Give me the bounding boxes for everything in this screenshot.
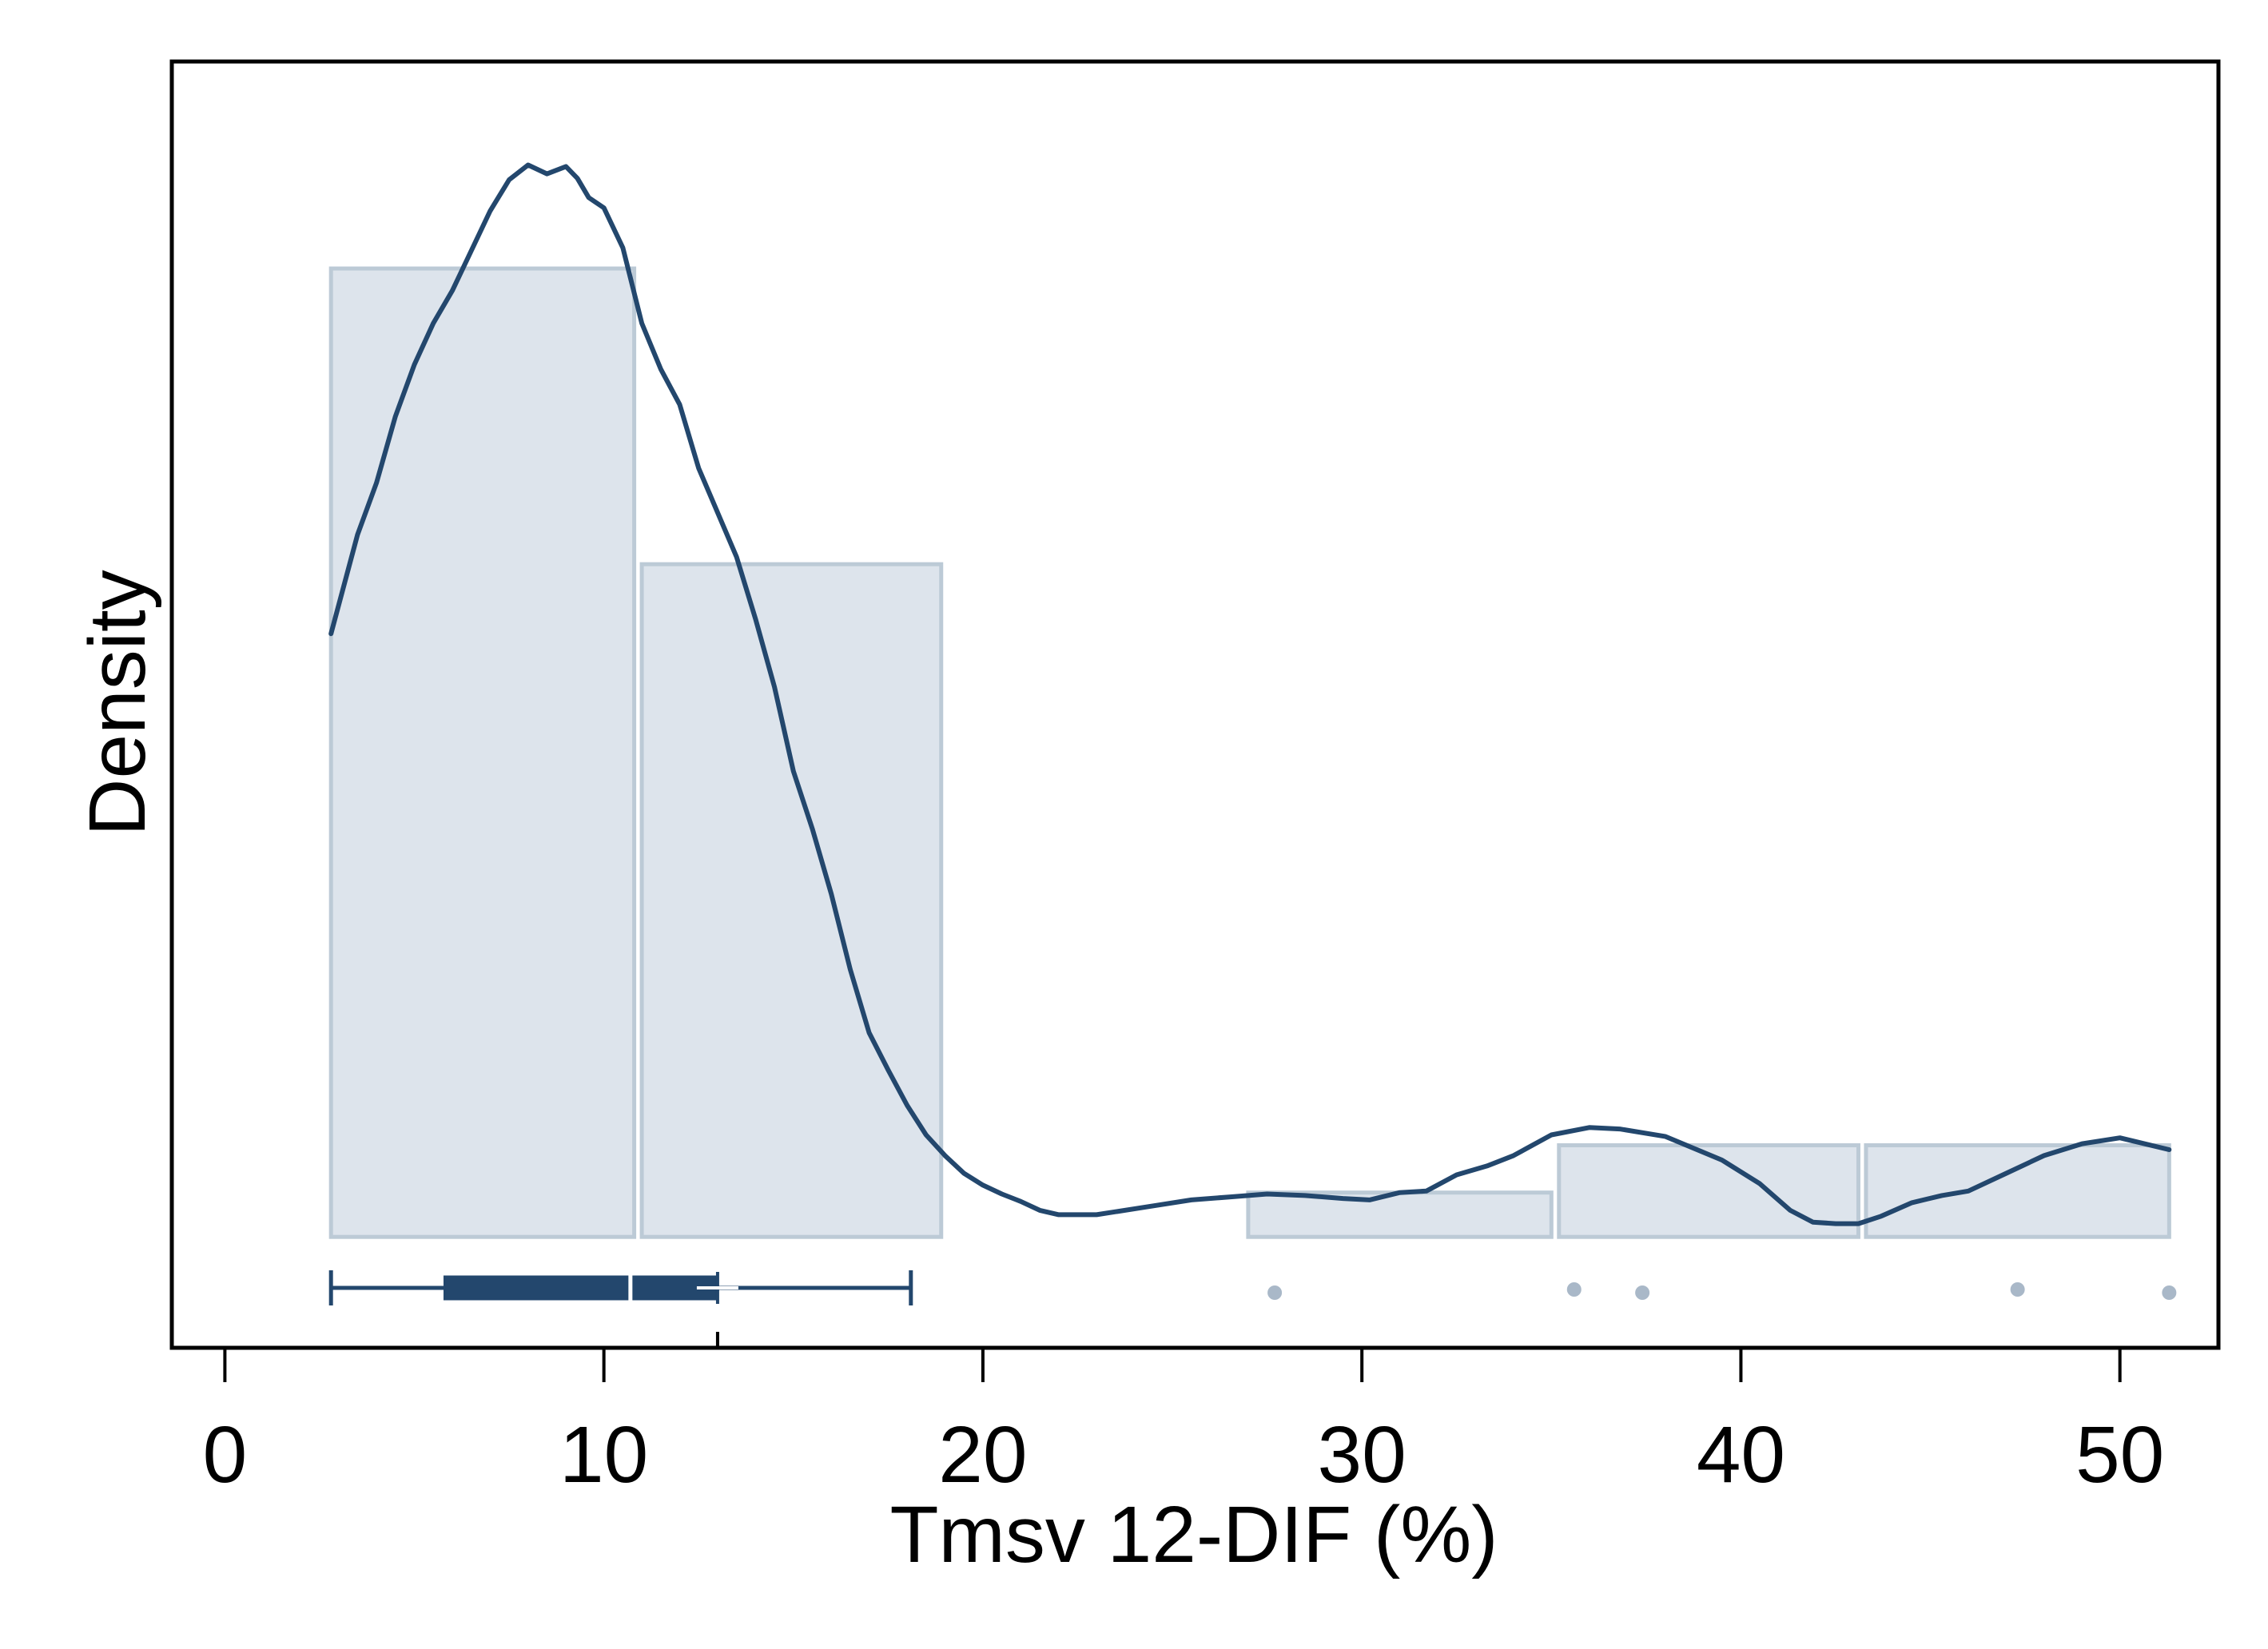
- outlier-point-4: [2010, 1282, 2025, 1297]
- x-tick-label-40: 40: [1697, 1410, 1785, 1500]
- histogram-bar-1: [328, 266, 637, 1239]
- x-tick-label-20: 20: [938, 1410, 1027, 1500]
- plot-frame: [169, 59, 2221, 1350]
- box-plot: [328, 1270, 913, 1305]
- outlier-point-1: [1267, 1285, 1283, 1300]
- histogram-bars: [328, 266, 2171, 1239]
- x-tick-label-10: 10: [559, 1410, 648, 1500]
- x-axis-title: Tmsv 12-DIF (%): [889, 1490, 1498, 1579]
- density-curve: [328, 162, 2172, 1226]
- histogram-bar-3: [1246, 1190, 1554, 1239]
- x-tick-label-50: 50: [2075, 1410, 2164, 1500]
- histogram-bar-2: [639, 562, 944, 1239]
- outlier-point-5: [2162, 1285, 2177, 1300]
- outlier-point-3: [1635, 1285, 1650, 1300]
- x-tick-label-0: 0: [203, 1410, 248, 1500]
- y-axis-title: Density: [73, 570, 162, 836]
- x-tick-label-30: 30: [1318, 1410, 1407, 1500]
- histogram-bar-4: [1557, 1142, 1860, 1239]
- x-axis-ticks: 0 10 20 30 40 50: [203, 1348, 2164, 1500]
- outlier-points: [715, 1282, 2177, 1348]
- box-iqr: [443, 1275, 719, 1301]
- histogram-bar-5: [1864, 1142, 2171, 1239]
- outlier-point-2: [1566, 1282, 1582, 1297]
